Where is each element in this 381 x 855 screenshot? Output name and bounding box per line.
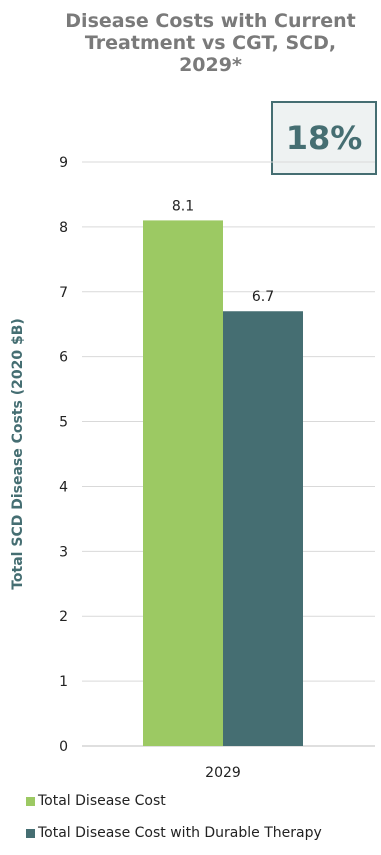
y-tick-label-7: 7 — [59, 285, 68, 301]
y-tick-label-3: 3 — [59, 544, 68, 560]
legend-swatch — [26, 796, 35, 806]
legend-label: Total Disease Cost with Durable Therapy — [38, 825, 322, 841]
chart-title-line-2: Treatment vs CGT, SCD, — [84, 32, 337, 54]
y-tick-label-1: 1 — [59, 674, 68, 690]
y-tick-label-2: 2 — [59, 609, 68, 625]
chart-title-line-3: 2029* — [179, 54, 242, 76]
legend: Total Disease Cost Total Disease Cost wit… — [26, 791, 322, 855]
y-tick-label-9: 9 — [59, 155, 68, 171]
legend-item-durable-therapy-cost: Total Disease Cost with Durable Therapy — [26, 823, 322, 843]
bar-total-disease-cost — [143, 220, 223, 746]
bar-durable-therapy-cost — [223, 311, 303, 746]
y-tick-label-5: 5 — [59, 415, 68, 431]
y-tick-label-4: 4 — [59, 479, 68, 495]
reduction-badge: 18% — [271, 101, 377, 175]
data-label-total-disease-cost: 8.1 — [172, 198, 194, 214]
y-tick-label-6: 6 — [59, 350, 68, 366]
y-tick-label-8: 8 — [59, 220, 68, 236]
y-axis-label: Total SCD Disease Costs (2020 $B) — [10, 318, 26, 590]
legend-label: Total Disease Cost — [38, 793, 166, 809]
data-label-durable-therapy-cost: 6.7 — [252, 289, 274, 305]
x-tick-label-2029: 2029 — [205, 765, 241, 781]
y-tick-label-0: 0 — [59, 739, 68, 755]
legend-item-total-disease-cost: Total Disease Cost — [26, 791, 322, 811]
legend-swatch — [26, 828, 35, 838]
chart-title: Disease Costs with Current Treatment vs … — [40, 10, 381, 76]
chart-title-line-1: Disease Costs with Current — [65, 10, 356, 32]
